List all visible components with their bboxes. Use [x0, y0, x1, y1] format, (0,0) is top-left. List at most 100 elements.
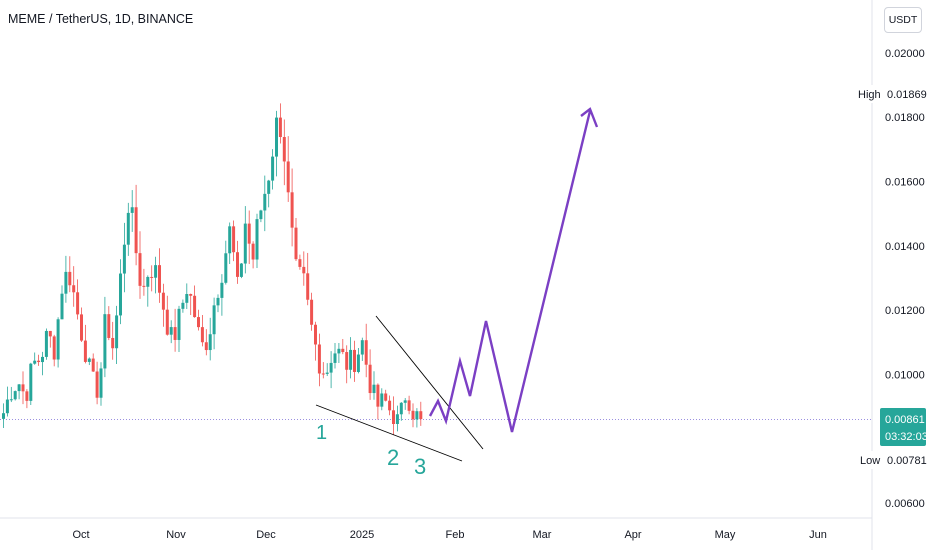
- candle: [37, 354, 41, 366]
- candle-body: [165, 309, 169, 335]
- candle-body: [392, 410, 395, 425]
- x-tick-label: Apr: [624, 529, 641, 541]
- candle: [181, 299, 185, 313]
- candle: [368, 349, 372, 400]
- candle-body: [17, 384, 21, 392]
- candle: [87, 357, 91, 366]
- candle: [64, 255, 68, 303]
- candle: [239, 262, 243, 279]
- candle: [212, 297, 216, 350]
- candle-body: [407, 400, 411, 411]
- candle-body: [310, 299, 314, 325]
- candle: [5, 386, 9, 417]
- candlestick-series: [2, 103, 423, 436]
- wave-label-2: 2: [387, 445, 399, 470]
- candle-body: [25, 391, 29, 401]
- candle: [107, 306, 111, 341]
- candle: [376, 383, 380, 420]
- candle: [251, 241, 255, 269]
- candle: [275, 110, 278, 177]
- candle-body: [29, 363, 33, 401]
- y-tick-label: 0.01600: [885, 177, 925, 189]
- candle-body: [72, 285, 76, 293]
- candle: [142, 268, 146, 296]
- candle: [341, 338, 345, 355]
- candle-body: [44, 330, 48, 357]
- candle: [380, 388, 384, 411]
- candle: [360, 337, 364, 361]
- candle-body: [345, 352, 349, 370]
- candle-body: [208, 334, 212, 351]
- candle-body: [298, 259, 302, 267]
- candle: [403, 398, 407, 410]
- low-label: Low: [860, 455, 880, 467]
- candle: [29, 362, 33, 406]
- candle: [177, 305, 181, 353]
- candle-body: [2, 413, 5, 419]
- candle-body: [236, 252, 239, 277]
- candle: [392, 396, 395, 436]
- candle-body: [372, 384, 376, 394]
- candle: [154, 256, 158, 294]
- countdown-timer: 03:32:03: [885, 431, 928, 443]
- candle-body: [294, 227, 298, 260]
- candle: [72, 266, 76, 307]
- candle-body: [411, 410, 415, 420]
- candle: [317, 333, 321, 387]
- last-price-value: 0.00861: [885, 414, 925, 426]
- x-tick-label: May: [715, 529, 736, 541]
- candle-body: [228, 226, 232, 254]
- currency-unit-button[interactable]: USDT: [884, 7, 922, 33]
- candle-body: [243, 223, 247, 264]
- y-tick-label: 0.02000: [885, 48, 925, 60]
- candle: [232, 220, 236, 262]
- candle-body: [384, 393, 388, 401]
- candle: [119, 259, 122, 325]
- candle-body: [138, 253, 142, 286]
- candle: [310, 292, 314, 331]
- last-price-box: 0.00861 03:32:03: [880, 408, 928, 446]
- candle-body: [41, 356, 44, 363]
- candle-body: [204, 342, 208, 351]
- x-tick-label: Oct: [72, 529, 89, 541]
- candle: [150, 265, 154, 292]
- candle-body: [60, 293, 64, 320]
- candle: [314, 321, 317, 361]
- high-label: High: [858, 89, 881, 101]
- x-tick-label: Nov: [166, 529, 186, 541]
- candle-body: [158, 265, 161, 293]
- wave-label-1: 1: [316, 422, 327, 444]
- low-marker: Low 0.00781: [855, 451, 927, 469]
- candle-body: [282, 137, 286, 162]
- candle-body: [255, 219, 259, 260]
- candle-body: [5, 399, 9, 414]
- candle-body: [111, 337, 115, 349]
- candle-body: [212, 305, 216, 335]
- candle-body: [181, 302, 185, 309]
- candle: [41, 351, 44, 376]
- candle: [337, 342, 341, 363]
- candle: [200, 315, 204, 347]
- candle-body: [321, 373, 325, 375]
- candle-body: [302, 266, 306, 274]
- projection-path: [428, 110, 592, 433]
- candle-body: [21, 384, 25, 392]
- y-tick-label: 0.01200: [885, 305, 925, 317]
- candle: [290, 168, 294, 247]
- candle-body: [146, 276, 150, 287]
- candle-body: [154, 265, 158, 278]
- candle: [2, 403, 5, 428]
- candle-body: [263, 193, 267, 211]
- candle-body: [259, 210, 263, 220]
- candle-body: [76, 292, 80, 315]
- x-tick-label: Dec: [256, 529, 276, 541]
- candle-body: [224, 253, 228, 283]
- candle-body: [380, 393, 384, 407]
- candle-body: [317, 344, 321, 374]
- candle: [146, 275, 150, 307]
- candle-body: [95, 371, 99, 398]
- candle-body: [13, 391, 17, 400]
- candle-body: [91, 358, 95, 372]
- candle: [169, 320, 173, 344]
